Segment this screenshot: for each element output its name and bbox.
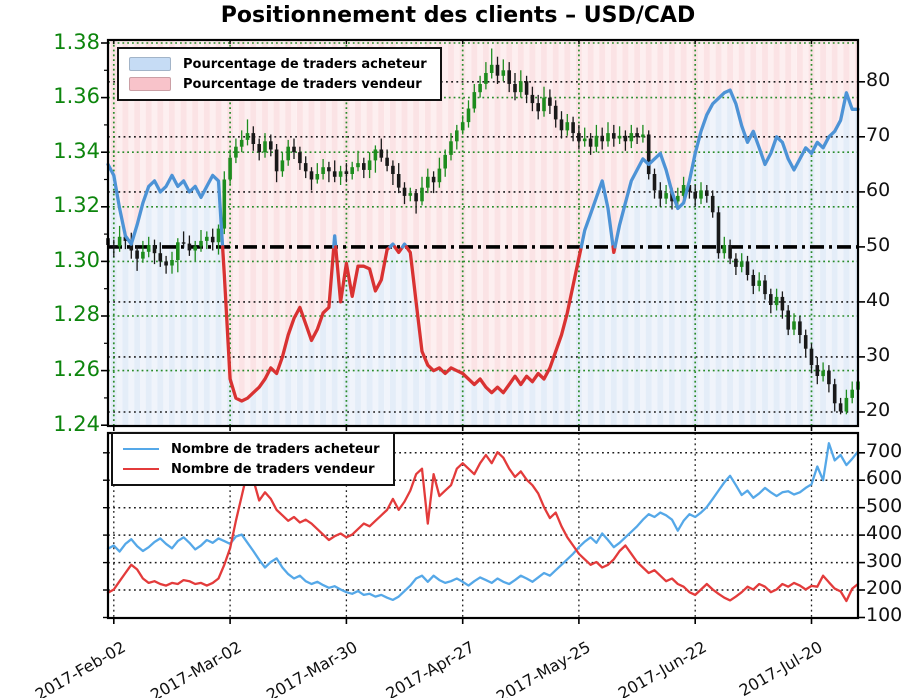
price-tick-label: 1.28 bbox=[53, 302, 100, 327]
main-legend: Pourcentage de traders acheteur Pourcent… bbox=[117, 47, 442, 101]
buyers-count-line bbox=[106, 442, 860, 602]
pct-traders-line bbox=[106, 88, 860, 403]
buyers-line-swatch-icon bbox=[123, 448, 159, 450]
legend-item-pct-sellers: Pourcentage de traders vendeur bbox=[129, 74, 427, 94]
price-tick-label: 1.30 bbox=[53, 247, 100, 272]
percent-tick-label: 60 bbox=[866, 178, 891, 201]
percent-tick-label: 40 bbox=[866, 288, 891, 311]
percent-tick-label: 80 bbox=[866, 68, 891, 91]
sellers-count-line bbox=[106, 451, 860, 603]
legend-item-count-sellers: Nombre de traders vendeur bbox=[123, 459, 380, 479]
panel-borders bbox=[101, 38, 865, 624]
price-tick-label: 1.24 bbox=[53, 411, 100, 436]
buyers-percent-swatch-icon bbox=[129, 57, 171, 71]
count-tick-label: 600 bbox=[866, 467, 903, 490]
count-tick-label: 400 bbox=[866, 522, 903, 545]
count-tick-label: 300 bbox=[866, 549, 903, 572]
legend-item-pct-buyers: Pourcentage de traders acheteur bbox=[129, 54, 427, 74]
price-tick-label: 1.34 bbox=[53, 138, 100, 163]
legend-item-count-buyers: Nombre de traders acheteur bbox=[123, 439, 380, 459]
percent-tick-label: 30 bbox=[866, 343, 891, 366]
legend-label: Pourcentage de traders vendeur bbox=[183, 76, 422, 92]
count-tick-label: 100 bbox=[866, 604, 903, 627]
price-tick-label: 1.26 bbox=[53, 357, 100, 382]
candlestick-series bbox=[106, 48, 860, 415]
legend-label: Nombre de traders acheteur bbox=[171, 441, 380, 457]
lower-legend: Nombre de traders acheteur Nombre de tra… bbox=[111, 432, 395, 486]
legend-label: Pourcentage de traders acheteur bbox=[183, 56, 427, 72]
legend-label: Nombre de traders vendeur bbox=[171, 461, 375, 477]
percent-tick-label: 70 bbox=[866, 123, 891, 146]
price-tick-label: 1.32 bbox=[53, 193, 100, 218]
percent-tick-label: 20 bbox=[866, 398, 891, 421]
sellers-line-swatch-icon bbox=[123, 468, 159, 470]
count-tick-label: 700 bbox=[866, 439, 903, 462]
count-tick-label: 500 bbox=[866, 494, 903, 517]
sentiment-fill-stripes bbox=[108, 40, 858, 427]
price-tick-label: 1.38 bbox=[53, 29, 100, 54]
chart-title: Positionnement des clients – USD/CAD bbox=[220, 3, 696, 28]
count-tick-label: 200 bbox=[866, 577, 903, 599]
percent-tick-label: 50 bbox=[866, 233, 891, 256]
sellers-percent-swatch-icon bbox=[129, 77, 171, 91]
price-tick-label: 1.36 bbox=[53, 84, 100, 109]
